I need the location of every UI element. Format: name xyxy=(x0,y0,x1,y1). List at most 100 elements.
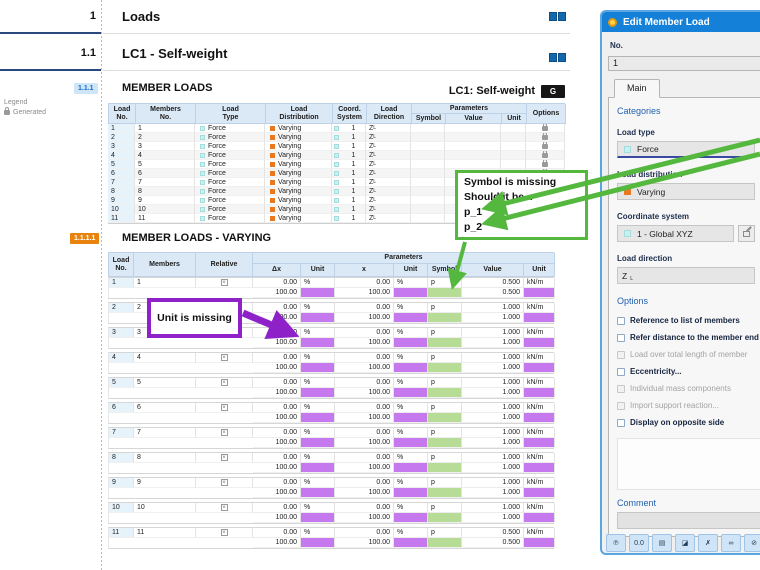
cell-members-no: 3 xyxy=(135,142,195,151)
symbol-missing-note: Symbol is missing Should it be... p_1 p_… xyxy=(455,170,588,240)
display-properties-icon[interactable]: ▤ xyxy=(652,534,672,552)
cell-symbol: p xyxy=(428,378,462,388)
cell-options xyxy=(526,142,565,151)
load-number-input[interactable] xyxy=(608,55,760,71)
page-margin-dotted-line xyxy=(101,0,102,570)
checkbox-icon[interactable] xyxy=(617,367,625,376)
cell-symbol-missing xyxy=(428,388,462,398)
checkbox-icon[interactable] xyxy=(617,316,625,325)
cell-symbol-missing xyxy=(428,438,462,448)
load-type-select[interactable]: Force xyxy=(617,141,755,158)
cell-x: 0.00 xyxy=(335,303,394,313)
member-loads-header: Load No. Members No. Load Type Load Distributio… xyxy=(108,103,566,124)
option-reference-to-list-of-members[interactable]: Reference to list of members xyxy=(617,312,755,329)
coordinate-system-value: 1 - Global XYZ xyxy=(637,228,693,239)
cell-members: 9 xyxy=(134,478,196,488)
cell-x-unit-missing xyxy=(394,338,428,348)
options-heading: Options xyxy=(617,296,649,306)
cell-members-no: 8 xyxy=(135,187,195,196)
checkbox-icon[interactable] xyxy=(617,418,625,427)
varying-header-value: Value xyxy=(462,264,524,277)
cell-load-no: 8 xyxy=(109,453,134,463)
units-decimal-places-icon[interactable]: 0.0 xyxy=(629,534,649,552)
cell-value xyxy=(445,151,501,160)
force-swatch-icon xyxy=(624,145,631,153)
cell-load-type: Force xyxy=(195,142,265,151)
cell-value-unit-missing xyxy=(524,538,555,548)
varying-load-row: 11 11 × 0.00% 0.00% p 0.500 kN/m 100.00 100.00 0.5… xyxy=(108,527,555,549)
checkbox-icon[interactable] xyxy=(617,333,625,342)
cell-dx: 0.00 xyxy=(253,528,301,538)
cell-dx-unit: % xyxy=(301,278,335,288)
option-import-support-reaction[interactable]: Import support reaction... xyxy=(617,397,755,414)
load-distribution-select[interactable]: Varying xyxy=(617,183,755,200)
option-label: Import support reaction... xyxy=(630,401,719,410)
edit-member-load-dialog: Edit Member Load No. Main Categories Loa… xyxy=(600,10,760,555)
cell-load-type: Force xyxy=(195,196,265,205)
comment-input[interactable] xyxy=(617,512,760,529)
member-load-row: 4 4 Force Varying 1 Z L xyxy=(108,151,565,160)
cell-unit xyxy=(501,151,526,160)
member-loads-header-options: Options xyxy=(527,104,566,124)
cell-load-type: Force xyxy=(195,178,265,187)
cell-x-unit-missing xyxy=(394,488,428,498)
cell-coord-system: 1 xyxy=(332,205,366,214)
section-rule-light xyxy=(103,70,570,71)
coord-swatch-icon xyxy=(624,230,631,237)
cell-relative: × xyxy=(196,478,253,488)
relative-checkbox-checked-icon: × xyxy=(220,504,228,511)
cell-value-unit: kN/m xyxy=(524,328,555,338)
unlink-icon[interactable]: ⊘ xyxy=(744,534,760,552)
varying-swatch-icon xyxy=(624,188,631,195)
force-swatch-icon xyxy=(200,134,205,140)
tables-icon[interactable] xyxy=(549,12,566,21)
member-loads-header-unit: Unit xyxy=(502,114,527,124)
section-number-1: 1 xyxy=(89,10,96,22)
no-label: No. xyxy=(610,41,623,50)
option-load-over-total-length-of-member[interactable]: Load over total length of member xyxy=(617,346,755,363)
link-icon[interactable]: ∞ xyxy=(721,534,741,552)
rendering-icon[interactable]: ◪ xyxy=(675,534,695,552)
tab-main[interactable]: Main xyxy=(614,79,660,98)
cell-value: 1.000 xyxy=(462,403,524,413)
new-coordinate-system-button[interactable] xyxy=(738,225,755,242)
cell-dx: 100.00 xyxy=(253,463,301,473)
cell-value-unit: kN/m xyxy=(524,353,555,363)
cell-value: 0.500 xyxy=(462,538,524,548)
dialog-toolbar: ℗ 0.0 ▤ ◪ ✗ ∞ ⊘ xyxy=(606,534,760,552)
cell-dx-unit-missing xyxy=(301,438,335,448)
delete-stamp-icon[interactable]: ✗ xyxy=(698,534,718,552)
cell-x-unit: % xyxy=(394,353,428,363)
load-type-value: Force xyxy=(637,144,659,154)
cell-value-unit-missing xyxy=(524,488,555,498)
option-eccentricity[interactable]: Eccentricity... xyxy=(617,363,755,380)
symbol-info-icon[interactable]: ℗ xyxy=(606,534,626,552)
coordinate-system-select[interactable]: 1 - Global XYZ xyxy=(617,225,734,242)
note-line: p_1 xyxy=(464,206,483,218)
cell-relative: × xyxy=(196,428,253,438)
direction-subscript: L xyxy=(373,179,377,185)
tables-icon[interactable] xyxy=(549,53,566,62)
option-display-on-opposite-side[interactable]: Display on opposite side xyxy=(617,414,755,431)
coord-swatch-icon xyxy=(334,161,339,167)
option-individual-mass-components[interactable]: Individual mass components xyxy=(617,380,755,397)
member-load-icon xyxy=(608,17,617,27)
lock-icon xyxy=(542,133,548,140)
option-refer-distance-to-the-member-end[interactable]: Refer distance to the member end xyxy=(617,329,759,346)
cell-value: 0.500 xyxy=(462,278,524,288)
load-case-badge: G xyxy=(541,84,565,98)
cell-relative: × xyxy=(196,453,253,463)
legend-generated-label: Generated xyxy=(13,109,47,116)
cell-dx-unit: % xyxy=(301,478,335,488)
cell-load-no: 6 xyxy=(108,169,135,178)
cell-members: 7 xyxy=(134,428,196,438)
varying-load-row: 6 6 × 0.00% 0.00% p 1.000 kN/m 100.00 100.00 1.000 xyxy=(108,402,555,424)
cell-load-distribution: Varying xyxy=(265,151,332,160)
cell-symbol-missing xyxy=(428,413,462,423)
cell-symbol: p xyxy=(428,428,462,438)
member-loads-header-direction: Load Direction xyxy=(367,104,412,124)
varying-swatch-icon xyxy=(270,143,275,149)
